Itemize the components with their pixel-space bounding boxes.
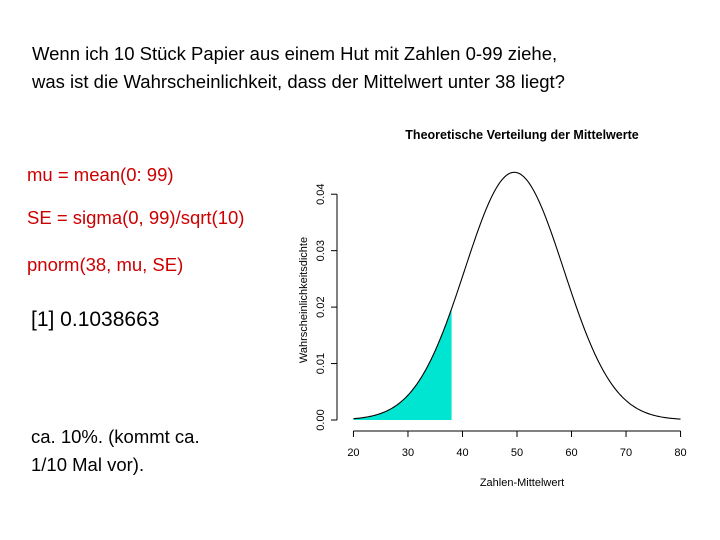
y-tick-label: 0.03 (315, 240, 327, 261)
y-axis-label: Wahrscheinlichkeitsdichte (298, 237, 310, 363)
answer-text: ca. 10%. (kommt ca. 1/10 Mal vor). (31, 423, 271, 479)
y-tick-label: 0.04 (315, 184, 327, 205)
x-tick-label: 80 (674, 447, 686, 459)
question-line-1: Wenn ich 10 Stück Papier aus einem Hut m… (32, 43, 558, 64)
x-tick-label: 50 (511, 447, 523, 459)
shaded-area-below-38 (353, 308, 452, 420)
answer-line-2: 1/10 Mal vor). (31, 454, 145, 475)
plot-area: 20 30 40 50 60 70 80 0.00 0.01 0.02 0.03 0.04 (315, 171, 687, 459)
y-tick-label: 0.01 (315, 353, 327, 374)
chart-title: Theoretische Verteilung der Mittelwerte (405, 128, 638, 142)
x-tick-label: 30 (402, 447, 414, 459)
question-line-2: was ist die Wahrscheinlichkeit, dass der… (32, 71, 565, 92)
answer-line-1: ca. 10%. (kommt ca. (31, 426, 200, 447)
x-tick-label: 70 (620, 447, 632, 459)
r-output: [1] 0.1038663 (31, 308, 160, 331)
code-line-mu: mu = mean(0: 99) (27, 164, 174, 185)
x-tick-label: 60 (565, 447, 577, 459)
y-tick-label: 0.02 (315, 296, 327, 317)
question-text: Wenn ich 10 Stück Papier aus einem Hut m… (32, 40, 692, 96)
x-axis-label: Zahlen-Mittelwert (480, 477, 564, 489)
x-tick-label: 40 (456, 447, 468, 459)
y-tick-label: 0.00 (315, 409, 327, 430)
x-tick-label: 20 (347, 447, 359, 459)
code-line-pnorm: pnorm(38, mu, SE) (27, 254, 184, 275)
density-chart: Theoretische Verteilung der Mittelwerte … (298, 128, 687, 489)
code-line-se: SE = sigma(0, 99)/sqrt(10) (27, 207, 245, 228)
density-curve (353, 171, 681, 420)
